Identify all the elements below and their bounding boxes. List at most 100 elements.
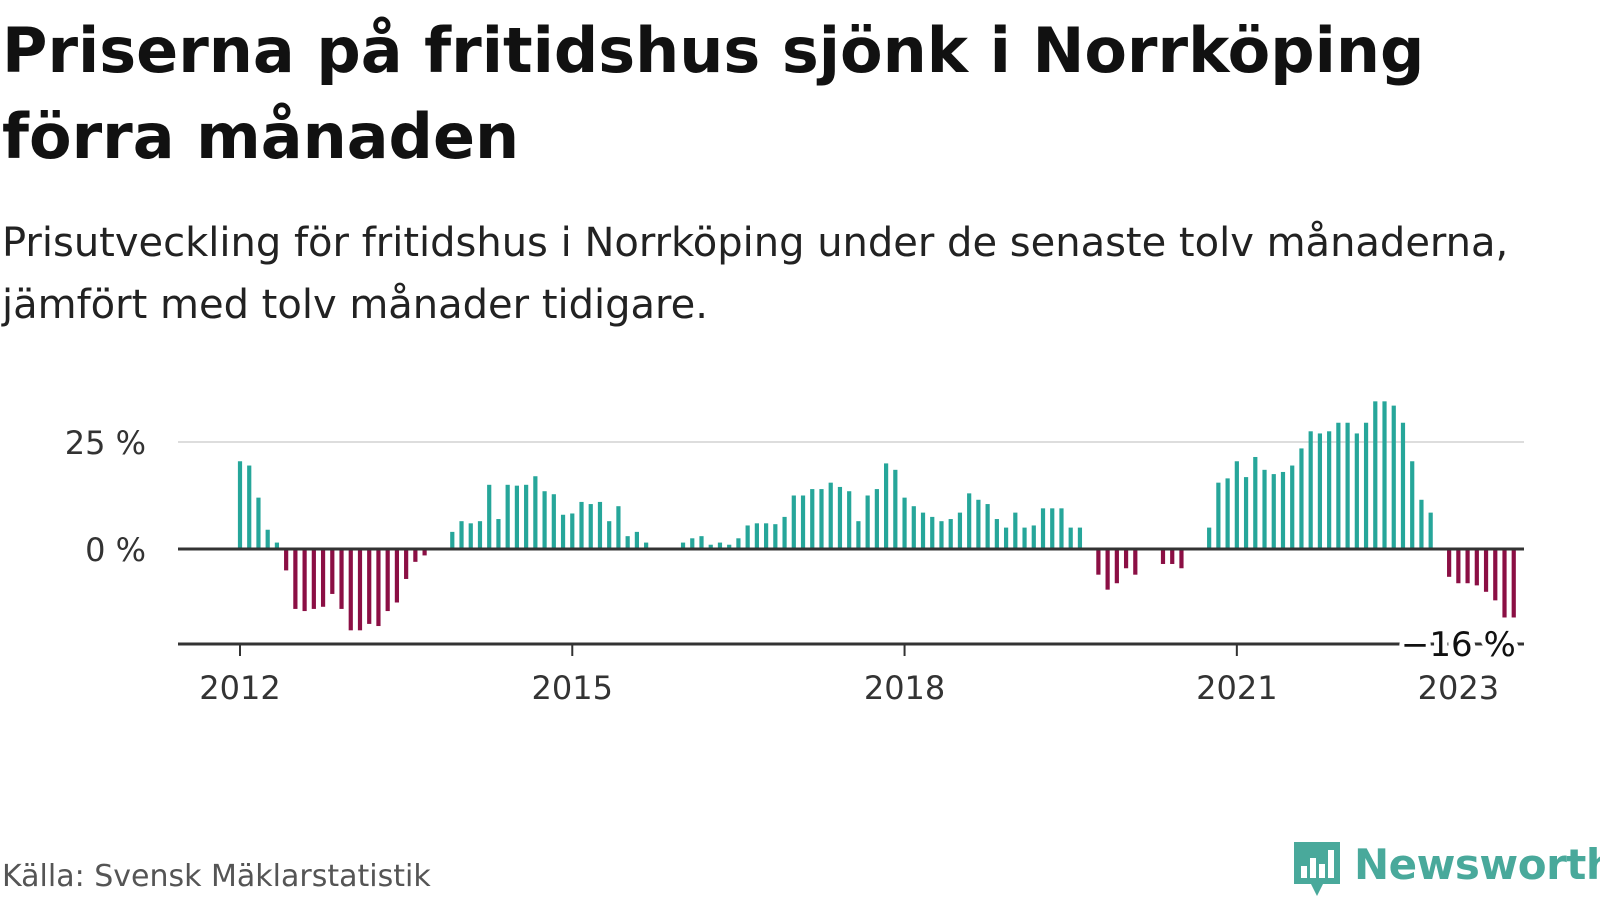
bar <box>782 516 787 549</box>
bar <box>939 521 944 549</box>
bar <box>902 497 907 549</box>
bar <box>865 495 870 549</box>
annotation-halo: −16 % <box>1401 625 1516 665</box>
bar <box>1170 549 1175 564</box>
bar <box>680 542 686 549</box>
bar <box>1336 422 1341 549</box>
bar <box>560 514 566 549</box>
bar <box>330 549 335 594</box>
bar-chart: 0 %25 %2012 2015 2018 2021 2023−16 %−16 % <box>65 401 1524 707</box>
bar <box>791 495 796 549</box>
bar <box>1050 508 1055 549</box>
bar <box>634 531 639 549</box>
x-tick-label: 2015 <box>532 669 613 707</box>
bar <box>819 489 824 549</box>
bar <box>1133 549 1138 575</box>
bar <box>1271 474 1276 549</box>
bar <box>884 463 889 549</box>
bar <box>1428 512 1433 549</box>
bar <box>237 461 243 549</box>
bar <box>256 497 261 549</box>
bar <box>1031 525 1036 549</box>
newsworthy-logo: Newsworthy <box>1292 840 1600 902</box>
bar <box>1474 549 1479 586</box>
bar <box>1465 549 1470 584</box>
newsworthy-logo-icon <box>1294 842 1340 896</box>
bar <box>874 489 879 549</box>
bar <box>1511 549 1516 618</box>
bar <box>1040 508 1046 549</box>
bar <box>1216 482 1221 549</box>
bar <box>1013 512 1018 549</box>
bar <box>1410 461 1415 549</box>
bar <box>1493 549 1498 601</box>
bar <box>1400 422 1406 549</box>
bar <box>847 491 852 549</box>
bar <box>320 549 326 607</box>
bar <box>302 549 307 612</box>
bar <box>385 549 390 612</box>
bar <box>1299 448 1304 549</box>
bar <box>1179 549 1184 569</box>
bar <box>1327 431 1332 549</box>
bar <box>1345 422 1350 549</box>
bar <box>579 501 584 549</box>
bar <box>985 504 990 549</box>
bar <box>1456 549 1461 584</box>
bar <box>247 465 252 549</box>
chart-subtitle: Prisutveckling för fritidshus i Norrköpi… <box>2 220 1509 328</box>
y-tick-label: 0 % <box>85 531 146 569</box>
bar <box>1382 401 1387 549</box>
bar <box>1243 477 1249 549</box>
y-tick-label: 25 % <box>65 424 146 462</box>
bar <box>551 494 556 549</box>
bar <box>736 538 741 549</box>
bar <box>597 501 603 549</box>
bar <box>1077 527 1083 549</box>
bar <box>311 549 316 609</box>
bar <box>1096 549 1101 575</box>
bar <box>800 495 806 549</box>
bar <box>1483 549 1489 592</box>
bar <box>754 523 759 549</box>
bar <box>773 524 778 549</box>
chart-title: Priserna på fritidshus sjönk i Norrköpin… <box>2 14 1425 173</box>
newsworthy-logo-text: Newsworthy <box>1354 840 1600 889</box>
bar <box>404 549 409 579</box>
bar <box>893 469 898 549</box>
bar <box>422 549 427 556</box>
bar <box>524 484 529 549</box>
bar <box>348 549 353 631</box>
bar <box>293 549 298 609</box>
bar <box>1123 549 1129 569</box>
bar <box>727 544 732 549</box>
bar <box>468 523 473 549</box>
source-note: Källa: Svensk Mäklarstatistik <box>2 859 431 894</box>
bar <box>284 549 289 571</box>
bar <box>1290 465 1295 549</box>
x-tick-label: 2012 <box>199 669 280 707</box>
bar <box>764 523 769 549</box>
bar <box>1022 527 1027 549</box>
bar <box>911 506 916 549</box>
bar <box>459 521 464 549</box>
bar <box>1391 405 1396 549</box>
bar <box>1253 456 1258 549</box>
bar <box>1280 471 1286 549</box>
bar <box>690 538 695 549</box>
bar <box>394 549 400 603</box>
bar <box>487 484 492 549</box>
bar <box>616 506 621 549</box>
bar <box>1363 422 1369 549</box>
bar <box>1447 549 1452 577</box>
bar <box>920 512 926 549</box>
bar <box>376 549 381 627</box>
bar <box>957 512 963 549</box>
bar <box>699 536 704 549</box>
annotation-label: −16 % <box>1401 625 1516 665</box>
bar <box>1003 527 1009 549</box>
bar <box>477 521 483 549</box>
bar <box>1419 499 1424 549</box>
bar <box>1308 431 1313 549</box>
bar <box>357 549 363 631</box>
